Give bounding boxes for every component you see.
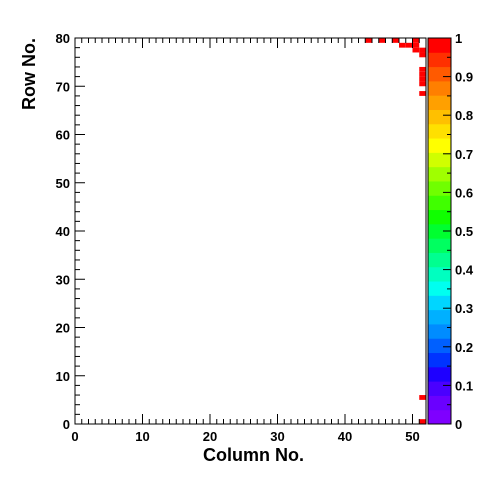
y-tick-label: 20 (56, 321, 70, 336)
colorbar-swatch (428, 352, 451, 368)
colorbar-swatch (428, 409, 451, 425)
heatmap-cell (419, 81, 426, 87)
colorbar-tick-label: 0.9 (455, 70, 473, 85)
colorbar-swatch (428, 381, 451, 396)
y-tick-label: 80 (56, 31, 70, 46)
colorbar-swatch (428, 138, 451, 153)
colorbar-swatch (428, 281, 451, 296)
colorbar: 0 0.1 0.2 0.3 0.4 0.5 0.6 0.7 0.8 0.9 1 (427, 31, 474, 432)
x-tick-label: 0 (71, 429, 78, 444)
heatmap-cell (419, 52, 426, 58)
colorbar-swatch (428, 266, 451, 282)
heatmap-cell (419, 91, 426, 96)
colorbar-swatch (428, 323, 451, 339)
heatmap-cell (412, 38, 420, 43)
colorbar-tick-label: 0.5 (455, 224, 473, 239)
colorbar-swatch (428, 166, 451, 182)
y-tick-label: 30 (56, 272, 70, 287)
heatmap-cell (419, 419, 426, 424)
heatmap-cells (365, 38, 426, 424)
y-tick-label: 60 (56, 128, 70, 143)
x-tick-label: 20 (203, 429, 217, 444)
heatmap-cell (419, 395, 426, 400)
colorbar-swatch (428, 395, 451, 411)
colorbar-swatch (428, 95, 451, 110)
heatmap-cell (419, 71, 426, 77)
heatmap-cell (365, 38, 372, 43)
y-tick-label: 0 (63, 417, 70, 432)
heatmap-cell (412, 47, 420, 53)
colorbar-tick-label: 0.7 (455, 147, 473, 162)
x-tick-label: 40 (338, 429, 352, 444)
y-axis-title: Row No. (19, 38, 39, 110)
heatmap-cell (405, 42, 413, 48)
colorbar-swatch (428, 238, 451, 253)
heatmap-cell (419, 47, 426, 53)
heatmap-cell (399, 42, 406, 48)
heatmap-cell (392, 38, 399, 43)
colorbar-tick-label: 0.2 (455, 340, 473, 355)
colorbar-swatch (428, 195, 451, 211)
heatmap-cell (419, 66, 426, 72)
y-tick-label: 50 (56, 176, 70, 191)
colorbar-swatch (428, 38, 451, 53)
colorbar-swatch (428, 80, 451, 96)
x-tick-label: 50 (405, 429, 419, 444)
colorbar-swatch (428, 252, 451, 268)
colorbar-tick-label: 0 (455, 417, 462, 432)
x-tick-label: 10 (135, 429, 149, 444)
colorbar-tick-label: 0.6 (455, 185, 473, 200)
colorbar-swatch (428, 52, 451, 68)
colorbar-tick-label: 0.4 (455, 263, 474, 278)
y-tick-label: 10 (56, 369, 70, 384)
colorbar-swatch (428, 223, 451, 239)
colorbar-tick-label: 0.3 (455, 301, 473, 316)
colorbar-swatch (428, 123, 451, 139)
heatmap-cell (412, 42, 420, 48)
colorbar-swatch (428, 152, 451, 168)
colorbar-swatch (428, 209, 451, 225)
colorbar-swatch (428, 338, 451, 354)
colorbar-swatch (428, 366, 451, 382)
x-tick-label: 30 (270, 429, 284, 444)
colorbar-tick-label: 0.8 (455, 108, 473, 123)
y-axis: 0 10 20 30 40 50 60 70 80 (56, 31, 85, 432)
y-tick-label: 70 (56, 79, 70, 94)
colorbar-tick-label: 1 (455, 31, 462, 46)
colorbar-tick-label: 0.1 (455, 378, 473, 393)
colorbar-swatch (428, 295, 451, 311)
heatmap-cell (378, 38, 386, 43)
x-axis-title: Column No. (203, 445, 304, 465)
colorbar-swatch (428, 66, 451, 82)
heatmap-cell (419, 76, 426, 82)
colorbar-swatch (428, 309, 451, 325)
x-axis: 0 10 20 30 40 50 (71, 38, 427, 444)
y-tick-label: 40 (56, 224, 70, 239)
colorbar-swatch (428, 109, 451, 125)
colorbar-swatch (428, 180, 451, 196)
